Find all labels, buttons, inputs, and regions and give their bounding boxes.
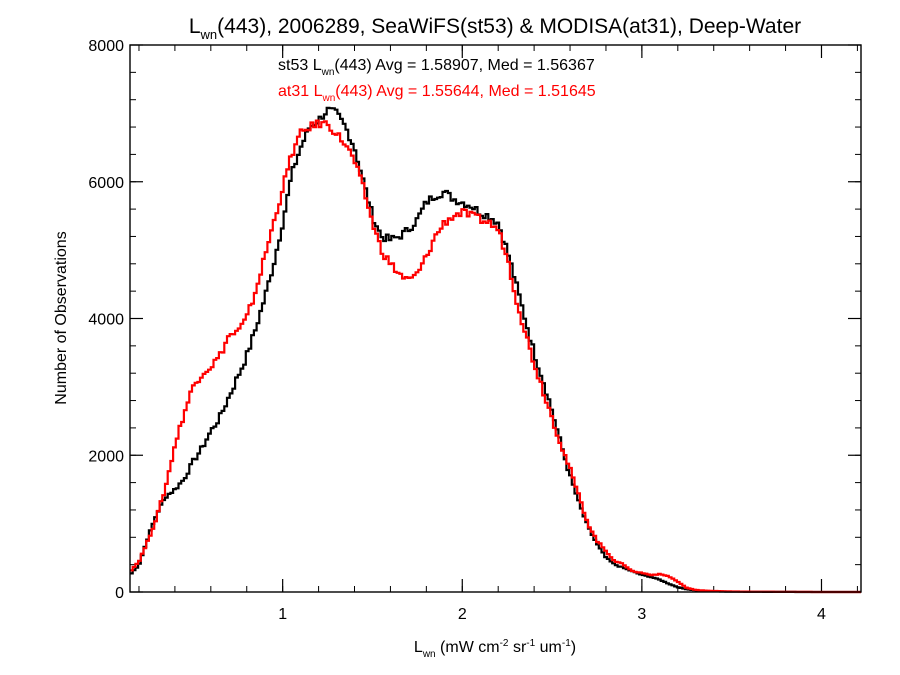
x-tick-label: 3 <box>637 606 646 623</box>
y-tick-label: 6000 <box>88 175 124 192</box>
x-tick-label: 2 <box>458 606 467 623</box>
series-line-st53 <box>130 106 861 594</box>
tick-labels: 1 2 3 4 0 2000 4000 6000 8000 <box>88 38 826 623</box>
y-tick-label: 2000 <box>88 448 124 465</box>
y-tick-label: 0 <box>115 585 124 602</box>
x-tick-label: 1 <box>278 606 287 623</box>
annotation-at31: at31 Lwn(443) Avg = 1.55644, Med = 1.516… <box>278 83 596 104</box>
y-tick-label: 4000 <box>88 312 124 329</box>
series-line-at31 <box>130 119 861 594</box>
annotation-st53: st53 Lwn(443) Avg = 1.58907, Med = 1.563… <box>278 57 595 78</box>
x-axis-label: Lwn (mW cm-2 sr-1 um-1) <box>414 638 576 660</box>
plot-frame <box>129 44 862 593</box>
series-layer <box>130 106 861 594</box>
y-axis-label: Number of Observations <box>53 231 70 404</box>
x-tick-label: 4 <box>817 606 826 623</box>
y-tick-label: 8000 <box>88 38 124 55</box>
chart-title: Lwn(443), 2006289, SeaWiFS(st53) & MODIS… <box>189 15 801 42</box>
